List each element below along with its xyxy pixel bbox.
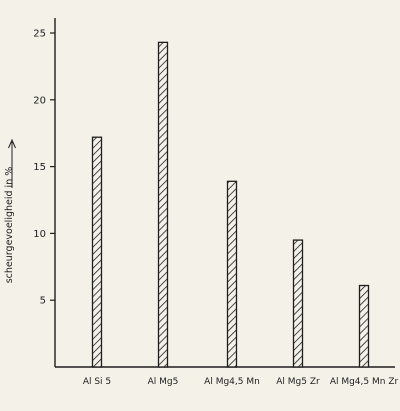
y-axis-arrow-head <box>8 138 16 149</box>
x-labels: Al Si 5 Al Mg5 Al Mg4,5 Mn Al Mg5 Zr Al Mg4,… <box>83 377 399 387</box>
x-category-label: Al Mg5 Zr <box>276 377 320 387</box>
x-category-label: Al Mg4,5 Mn <box>204 377 260 387</box>
bar <box>226 180 238 368</box>
bar <box>157 41 169 368</box>
bar <box>358 284 370 368</box>
y-tick-label: 25 <box>33 29 46 40</box>
y-tick-label: 20 <box>33 95 46 106</box>
bar <box>91 136 103 368</box>
y-ticks: 5 10 15 20 25 <box>33 29 55 307</box>
x-category-label: Al Mg5 <box>148 377 179 387</box>
bars <box>91 41 370 368</box>
bar <box>292 239 304 368</box>
x-category-label: Al Mg4,5 Mn Zr <box>330 377 399 387</box>
y-axis-arrow <box>8 138 16 188</box>
y-tick-label: 10 <box>33 229 46 240</box>
y-tick-label: 15 <box>33 162 46 173</box>
axes <box>54 18 395 368</box>
y-axis-label-text: scheurgevoeligheid in % <box>4 167 15 284</box>
x-category-label: Al Si 5 <box>83 377 111 387</box>
y-tick-label: 5 <box>40 296 46 307</box>
y-axis-label: scheurgevoeligheid in % <box>4 167 15 284</box>
